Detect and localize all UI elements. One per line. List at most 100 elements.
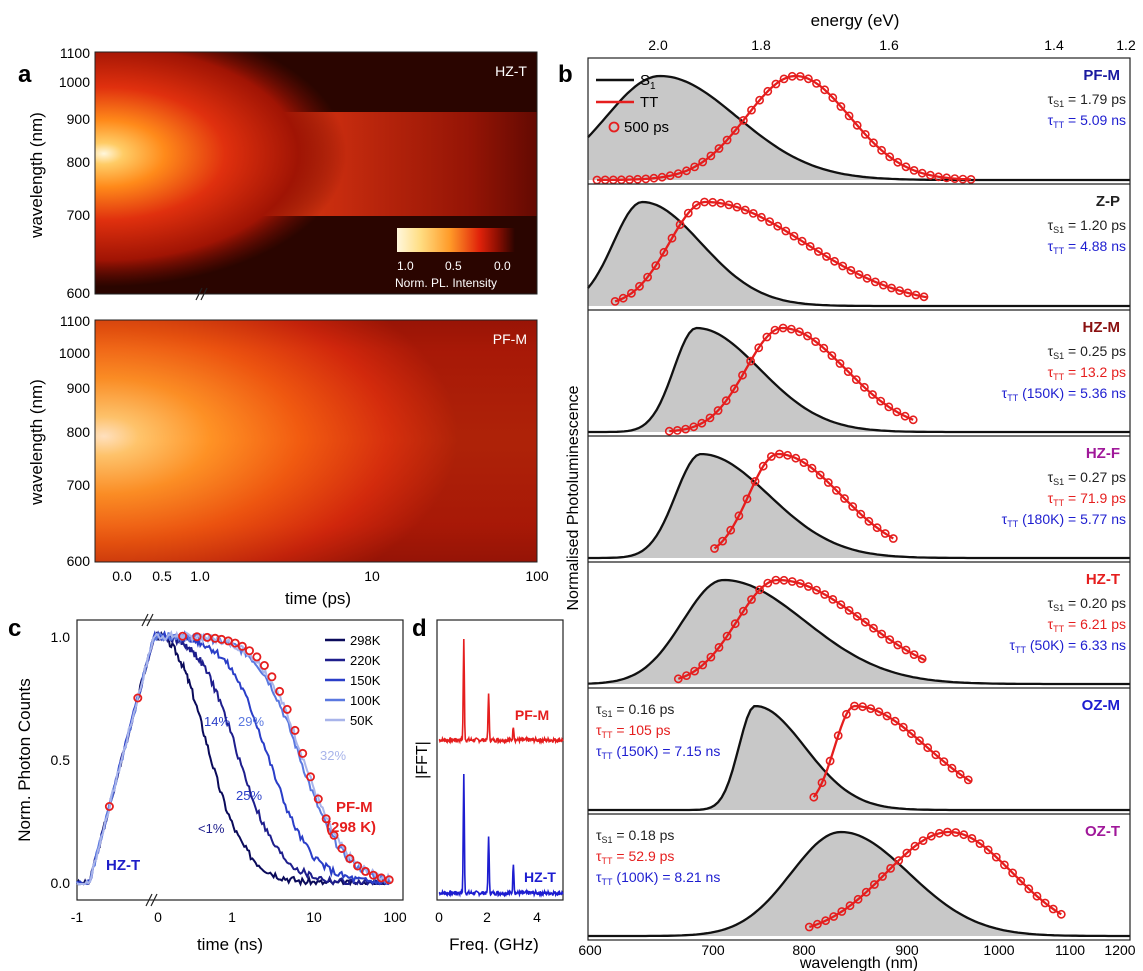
b-s1-fill (588, 832, 1130, 936)
b-xtick-1200: 1200 (1104, 942, 1135, 958)
c-pfm-marker (252, 652, 262, 662)
b-row-name: OZ-M (1082, 697, 1120, 714)
c-pfm-marker (368, 870, 378, 880)
a1-ytick-600: 600 (67, 285, 91, 301)
c-axis-break (141, 613, 158, 907)
b-500ps-marker (844, 111, 854, 121)
b-500ps-marker (951, 828, 961, 837)
b-row-lifetime: τS1 = 0.16 ps (596, 701, 674, 719)
b-xtick-1000: 1000 (983, 942, 1014, 958)
b-500ps-marker (878, 872, 887, 881)
a-xtick-10: 10 (364, 568, 380, 584)
b-500ps-marker (854, 270, 864, 279)
b-tt-line (677, 578, 926, 680)
b-500ps-marker (830, 256, 839, 266)
b-500ps-marker (1048, 904, 1058, 914)
b-s1-line (587, 578, 1130, 686)
b-500ps-marker (820, 85, 830, 95)
b-500ps-marker (783, 450, 792, 460)
b-500ps-marker (721, 396, 731, 406)
b-500ps-marker (926, 170, 935, 180)
c-annotations: <1% 25% 14% 29% 32% HZ-T PF-M (298 K) (106, 714, 376, 874)
b-500ps-marker (918, 836, 928, 845)
b-500ps-marker (828, 93, 838, 103)
b-500ps-marker (910, 841, 920, 851)
c-pfm-marker (384, 875, 394, 885)
b-xtick-700: 700 (701, 942, 725, 958)
b-top-tick-2.0: 2.0 (648, 37, 668, 53)
b-500ps-marker (771, 575, 781, 585)
panel-a-label: a (18, 61, 32, 88)
b-500ps-marker (903, 288, 913, 298)
b-500ps-marker (747, 595, 756, 604)
heatmap-pfm-frame (94, 319, 538, 563)
c-xtick-1: 1 (228, 909, 236, 925)
a-xaxis: 0.0 0.5 1.0 10 100 time (ps) (112, 568, 549, 608)
b-500ps-marker (724, 200, 734, 210)
b-xtick-600: 600 (578, 942, 602, 958)
b-500ps-marker (689, 422, 699, 432)
b-row-lifetime: τTT (150K) = 7.15 ns (596, 743, 720, 761)
b-500ps-marker (683, 208, 693, 218)
b-500ps-marker (893, 157, 903, 167)
b-500ps-marker (852, 120, 862, 130)
b-500ps-marker (821, 916, 830, 926)
b-500ps-marker (868, 390, 877, 399)
b-500ps-marker (682, 671, 691, 680)
c-legend: 298K 220K 150K 100K 50K (325, 633, 381, 728)
a1-ytick-1100: 1100 (60, 45, 90, 61)
c-anno-lt1: <1% (198, 821, 225, 836)
b-500ps-marker (773, 221, 783, 231)
a1-ytick-1000: 1000 (59, 74, 90, 90)
b-500ps-marker (1032, 891, 1042, 901)
b-row-name: HZ-F (1086, 445, 1120, 462)
c-pfm-marker (259, 661, 269, 671)
b-500ps-marker (787, 577, 797, 586)
b-legend-500ps-label: 500 ps (624, 119, 669, 136)
b-500ps-marker (844, 606, 854, 615)
d-ylabel: |FFT| (414, 741, 431, 779)
c-xlabel: time (ns) (197, 935, 263, 954)
b-row-lifetime: τTT (180K) = 5.77 ns (1002, 511, 1126, 529)
b-500ps-marker (1056, 909, 1066, 919)
c-xaxis: -1 0 1 10 100 time (ns) (71, 909, 407, 954)
b-500ps-marker (813, 919, 822, 929)
b-500ps-marker (730, 619, 740, 629)
b-500ps-marker (739, 606, 748, 616)
b-row-lifetime: τTT = 6.21 ps (1048, 616, 1126, 634)
b-500ps-marker (795, 327, 804, 337)
d-xaxis: 0 2 4 Freq. (GHz) (435, 909, 541, 954)
b-500ps-marker (959, 830, 969, 840)
c-pfm-marker (305, 772, 315, 782)
b-500ps-marker (862, 273, 872, 283)
b-500ps-marker (665, 171, 675, 181)
b-s1-fill (588, 202, 1130, 306)
b-500ps-marker (762, 332, 772, 342)
b-500ps-marker (890, 716, 900, 726)
b-500ps-marker (860, 617, 870, 627)
b-row-lifetime: τTT (150K) = 5.36 ns (1002, 385, 1126, 403)
a-xtick-0: 0.0 (112, 568, 132, 584)
b-500ps-marker (799, 458, 809, 467)
b-500ps-marker (814, 247, 823, 256)
b-500ps-marker (917, 168, 927, 178)
b-top-tick-1.8: 1.8 (751, 37, 771, 53)
b-rows: PF-M τS1 = 1.79 ps τTT = 5.09 ns Z-P τS1 = 1… (587, 67, 1130, 938)
b-500ps-marker (643, 272, 652, 282)
c-pfm-marker (230, 638, 240, 648)
b-500ps-marker (738, 370, 747, 380)
c-anno-hzt: HZ-T (106, 857, 140, 874)
b-500ps-marker (746, 356, 755, 366)
b-500ps-marker (659, 247, 669, 257)
b-500ps-marker (909, 165, 919, 175)
b-500ps-marker (898, 722, 908, 732)
b-500ps-marker (888, 534, 898, 543)
b-500ps-marker (803, 331, 812, 341)
c-xtick-100: 100 (383, 909, 407, 925)
b-500ps-marker (858, 702, 867, 712)
b-500ps-marker (664, 426, 674, 436)
d-label-hzt: HZ-T (524, 869, 556, 885)
b-500ps-marker (856, 509, 866, 519)
c-pfm-marker (329, 830, 339, 840)
b-500ps-marker (983, 845, 993, 855)
